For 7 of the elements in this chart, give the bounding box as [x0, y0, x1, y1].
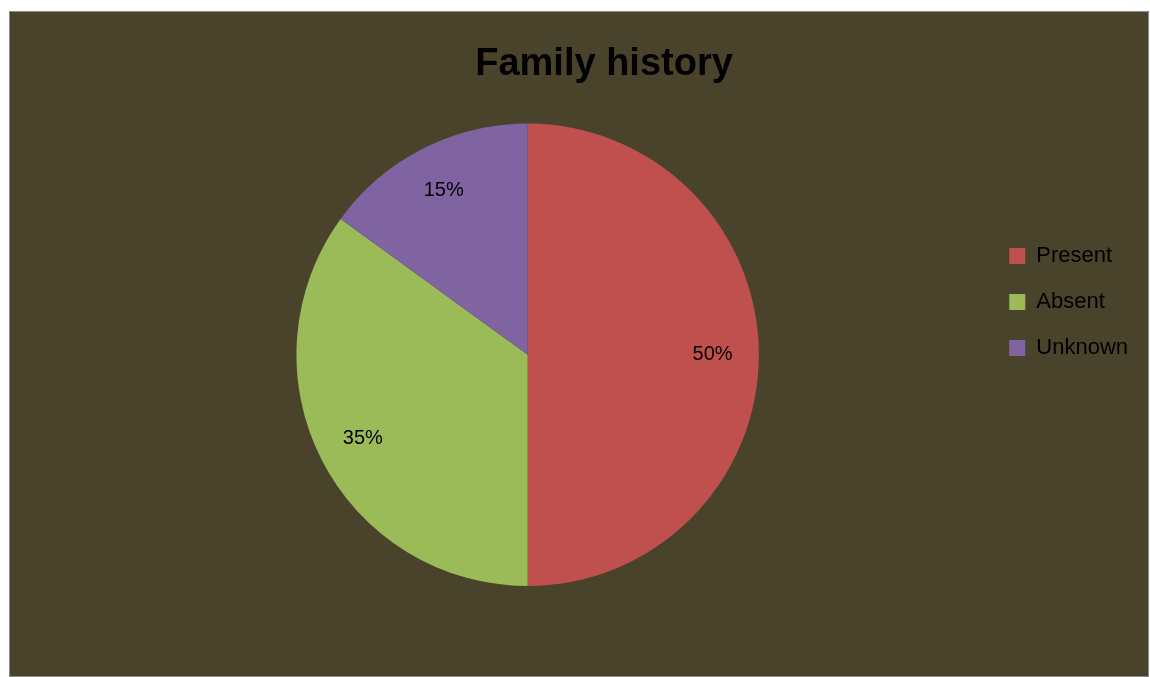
chart-title: Family history [475, 41, 733, 84]
data-label: 15% [423, 177, 464, 200]
legend-label: Present [1036, 242, 1113, 268]
legend-label: Absent [1036, 288, 1105, 314]
data-label: 35% [342, 426, 384, 449]
data-label: 50% [692, 342, 733, 365]
legend-label: Unknown [1036, 334, 1128, 360]
